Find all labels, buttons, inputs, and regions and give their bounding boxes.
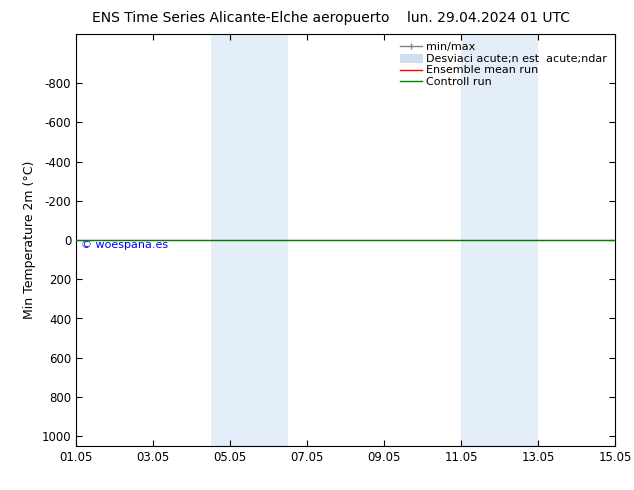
Legend: min/max, Desviaci acute;n est  acute;ndar, Ensemble mean run, Controll run: min/max, Desviaci acute;n est acute;ndar… <box>398 40 609 89</box>
Bar <box>461 34 538 446</box>
Text: lun. 29.04.2024 01 UTC: lun. 29.04.2024 01 UTC <box>406 11 570 25</box>
Text: ENS Time Series Alicante-Elche aeropuerto: ENS Time Series Alicante-Elche aeropuert… <box>92 11 390 25</box>
Text: © woespana.es: © woespana.es <box>81 240 169 250</box>
Bar <box>210 34 249 446</box>
Bar <box>249 34 288 446</box>
Y-axis label: Min Temperature 2m (°C): Min Temperature 2m (°C) <box>23 161 36 319</box>
